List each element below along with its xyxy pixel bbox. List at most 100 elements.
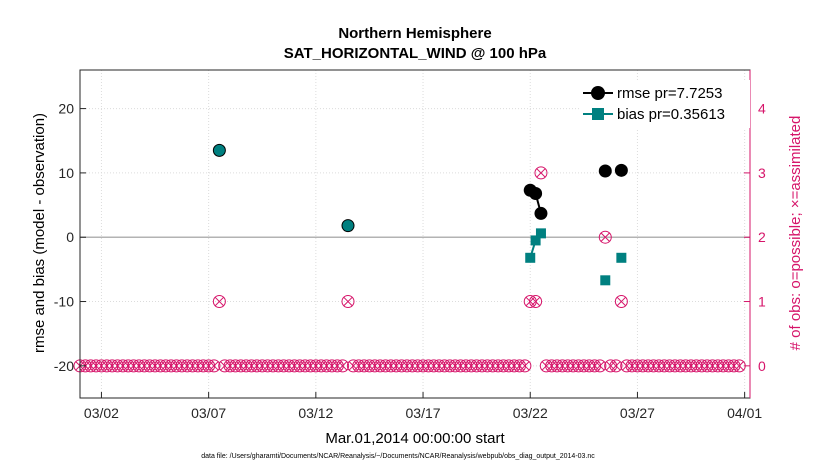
obs-count-markers [73, 166, 746, 373]
rmse-point [614, 163, 628, 177]
y-axis-label-left: rmse and bias (model - observation) [31, 113, 48, 353]
obs-count-marker [395, 359, 409, 373]
obs-count-marker [593, 359, 607, 373]
y-right-tick-label: 0 [758, 358, 766, 374]
obs-count-marker [668, 359, 682, 373]
obs-possible-circle [529, 295, 543, 309]
obs-count-marker [673, 359, 687, 373]
obs-count-marker [148, 359, 162, 373]
obs-count-marker [336, 359, 350, 373]
obs-count-marker [550, 359, 564, 373]
obs-count-marker [614, 295, 628, 309]
x-tick-label: 03/07 [191, 405, 226, 421]
obs-count-marker [700, 359, 714, 373]
rmse-point [534, 206, 548, 220]
obs-count-marker [266, 359, 280, 373]
obs-assimilated-x [536, 168, 546, 178]
obs-assimilated-x [600, 232, 610, 242]
obs-count-marker [250, 359, 264, 373]
chart-subtitle: SAT_HORIZONTAL_WIND @ 100 hPa [284, 45, 547, 62]
bias-point [535, 228, 546, 239]
x-tick-label: 03/27 [620, 405, 655, 421]
obs-assimilated-x [214, 296, 224, 307]
obs-possible-circle [614, 295, 628, 309]
obs-count-marker [577, 359, 591, 373]
y-left-tick-label: 20 [58, 101, 74, 117]
obs-count-marker [271, 359, 285, 373]
legend-rmse-label: rmse pr=7.7253 [617, 85, 722, 102]
obs-count-marker [346, 359, 360, 373]
obs-assimilated-x [611, 361, 621, 371]
y-axis-label-right: # of obs: o=possible; ×=assimilated [787, 116, 804, 351]
bias-point [213, 144, 225, 156]
obs-count-marker [218, 359, 232, 373]
y-left-tick-label: -20 [54, 358, 74, 374]
obs-count-marker [566, 359, 580, 373]
obs-assimilated-x [338, 361, 348, 371]
obs-count-marker [368, 359, 382, 373]
obs-count-marker [169, 359, 183, 373]
obs-possible-circle [609, 359, 623, 373]
obs-count-marker [421, 359, 435, 373]
obs-count-marker [207, 359, 221, 373]
obs-count-marker [625, 359, 639, 373]
obs-assimilated-x [520, 361, 530, 371]
obs-count-marker [695, 359, 709, 373]
obs-count-marker [164, 359, 178, 373]
obs-count-marker [121, 359, 135, 373]
obs-count-marker [491, 359, 505, 373]
obs-count-marker [475, 359, 489, 373]
obs-possible-circle [336, 359, 350, 373]
obs-count-marker [245, 359, 259, 373]
obs-assimilated-x [531, 296, 541, 307]
series-layer [212, 143, 628, 286]
obs-assimilated-x [734, 361, 744, 371]
obs-count-marker [641, 359, 655, 373]
legend: rmse pr=7.7253 bias pr=0.35613 [580, 80, 750, 128]
obs-count-marker [571, 359, 585, 373]
bias-point [600, 275, 611, 286]
obs-possible-circle [207, 359, 221, 373]
obs-count-marker [298, 359, 312, 373]
legend-bias-marker [592, 108, 604, 120]
obs-count-marker [89, 359, 103, 373]
obs-count-marker [212, 295, 226, 309]
obs-count-marker [325, 359, 339, 373]
obs-count-marker [529, 295, 543, 309]
obs-count-marker [620, 359, 634, 373]
obs-assimilated-x [616, 296, 626, 307]
rmse-point [529, 186, 543, 200]
obs-count-marker [341, 295, 355, 309]
obs-count-marker [470, 359, 484, 373]
x-tick-label: 03/12 [298, 405, 333, 421]
data-file-footnote: data file: /Users/gharamti/Documents/NCA… [201, 453, 595, 460]
obs-count-marker [443, 359, 457, 373]
x-tick-label: 04/01 [727, 405, 762, 421]
obs-count-marker [191, 359, 205, 373]
obs-count-marker [534, 166, 548, 180]
y-left-tick-label: -10 [54, 294, 74, 310]
obs-count-marker [609, 359, 623, 373]
x-tick-label: 03/17 [406, 405, 441, 421]
legend-rmse-marker [591, 86, 605, 100]
obs-count-marker [175, 359, 189, 373]
obs-count-marker [598, 230, 612, 244]
rmse-point [598, 164, 612, 178]
bias-point [616, 252, 627, 263]
obs-possible-circle [598, 230, 612, 244]
y-left-tick-label: 0 [66, 229, 74, 245]
obs-possible-circle [534, 166, 548, 180]
obs-count-marker [545, 359, 559, 373]
y-right-tick-label: 4 [758, 101, 766, 117]
obs-count-marker [196, 359, 210, 373]
obs-count-marker [116, 359, 130, 373]
obs-possible-circle [518, 359, 532, 373]
legend-box [580, 80, 750, 128]
obs-count-marker [647, 359, 661, 373]
obs-count-marker [293, 359, 307, 373]
obs-possible-circle [212, 295, 226, 309]
obs-count-marker [518, 359, 532, 373]
legend-bias-label: bias pr=0.35613 [617, 106, 725, 123]
y-right-tick-label: 3 [758, 165, 766, 181]
